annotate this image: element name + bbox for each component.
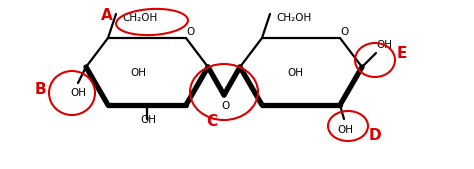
Text: OH: OH — [70, 88, 86, 98]
Text: OH: OH — [337, 125, 353, 135]
Text: D: D — [369, 127, 381, 142]
Text: C: C — [207, 115, 218, 129]
Text: A: A — [101, 8, 113, 23]
Text: OH: OH — [140, 115, 156, 125]
Text: O: O — [222, 101, 230, 111]
Text: O: O — [341, 27, 349, 37]
Text: B: B — [34, 82, 46, 98]
Text: OH: OH — [376, 40, 392, 50]
Text: OH: OH — [287, 68, 303, 78]
Text: E: E — [397, 46, 407, 62]
Text: O: O — [187, 27, 195, 37]
Text: CH₂OH: CH₂OH — [276, 13, 311, 23]
Text: CH₂OH: CH₂OH — [122, 13, 158, 23]
Text: OH: OH — [130, 68, 146, 78]
